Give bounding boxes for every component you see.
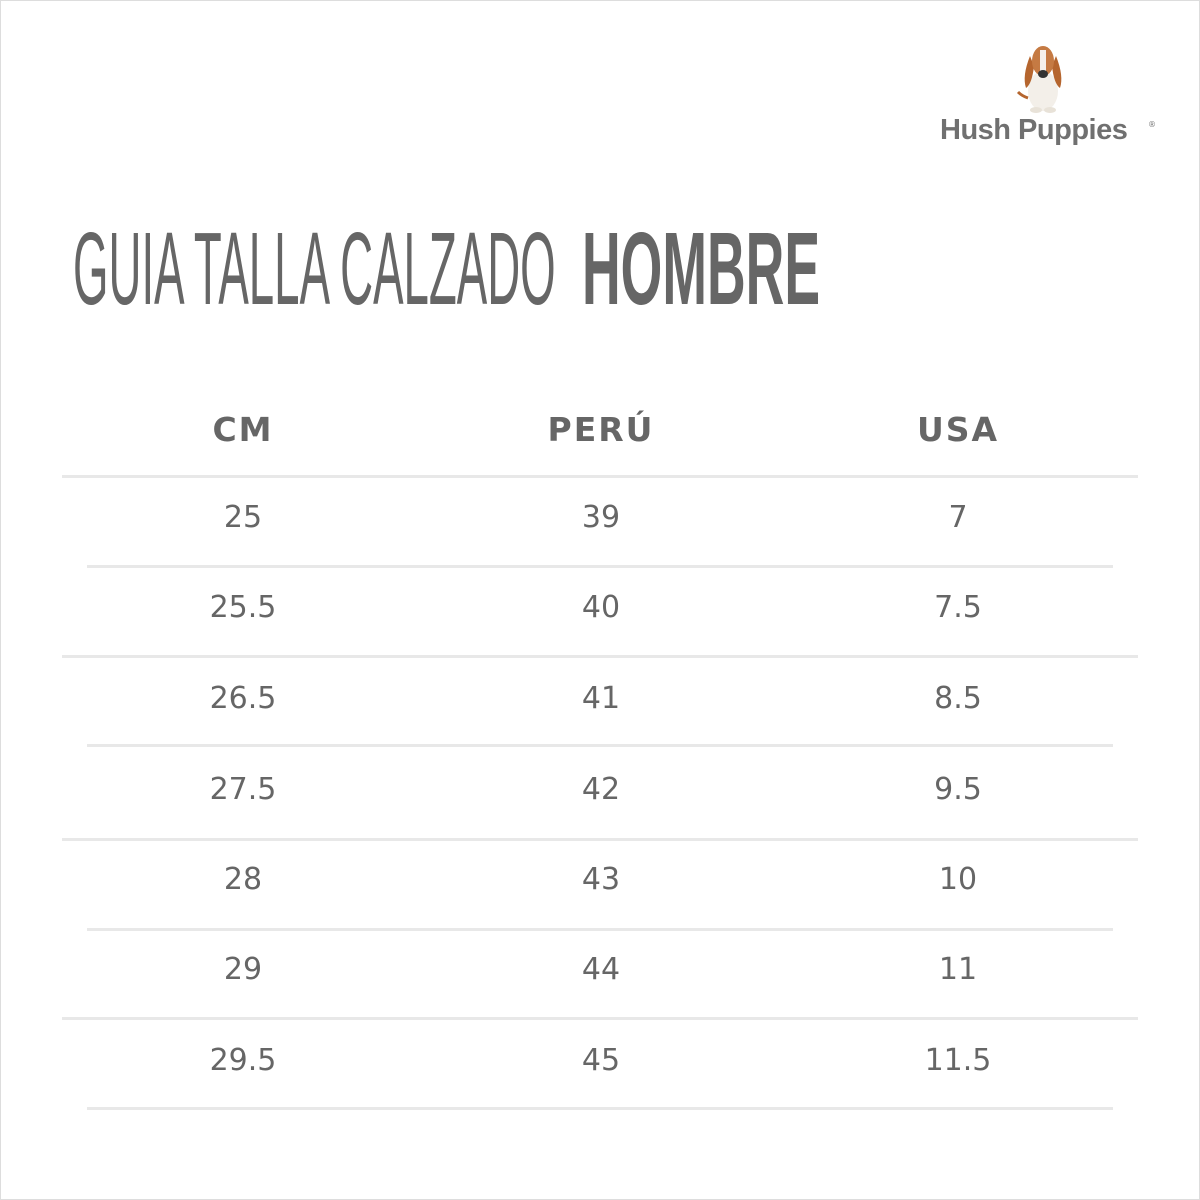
cell-peru: 45	[581, 1043, 621, 1078]
cell-usa: 7.5	[934, 590, 982, 625]
basset-hound-icon	[1016, 46, 1062, 113]
page-title-bold: HOMBRE	[582, 211, 821, 326]
cell-cm: 29	[223, 952, 263, 987]
header-peru: PERÚ	[547, 410, 655, 449]
cell-cm: 26.5	[209, 681, 277, 716]
registered-mark: ®	[1148, 120, 1156, 129]
header-cm: CM	[212, 410, 274, 449]
cell-usa: 8.5	[934, 681, 982, 716]
cell-peru: 42	[581, 772, 621, 807]
row-divider	[87, 565, 1113, 568]
row-divider	[87, 928, 1113, 931]
cell-cm: 27.5	[209, 772, 277, 807]
row-divider	[87, 1107, 1113, 1110]
cell-cm: 28	[223, 862, 263, 897]
cell-peru: 44	[581, 952, 621, 987]
row-divider	[62, 655, 1138, 658]
cell-peru: 40	[581, 590, 621, 625]
row-divider	[62, 475, 1138, 478]
cell-usa: 11.5	[924, 1043, 992, 1078]
cell-usa: 10	[938, 862, 978, 897]
cell-usa: 7	[948, 500, 968, 535]
row-divider	[62, 838, 1138, 841]
brand-name: Hush Puppies	[940, 114, 1128, 146]
page-title-regular: GUIA TALLA CALZADO	[73, 211, 556, 326]
cell-peru: 39	[581, 500, 621, 535]
cell-cm: 25	[223, 500, 263, 535]
cell-usa: 9.5	[934, 772, 982, 807]
brand-logo: Hush Puppies ®	[930, 36, 1160, 156]
cell-peru: 43	[581, 862, 621, 897]
row-divider	[62, 1017, 1138, 1020]
cell-cm: 25.5	[209, 590, 277, 625]
header-usa: USA	[916, 410, 1000, 449]
cell-cm: 29.5	[209, 1043, 277, 1078]
row-divider	[87, 744, 1113, 747]
cell-peru: 41	[581, 681, 621, 716]
cell-usa: 11	[938, 952, 978, 987]
